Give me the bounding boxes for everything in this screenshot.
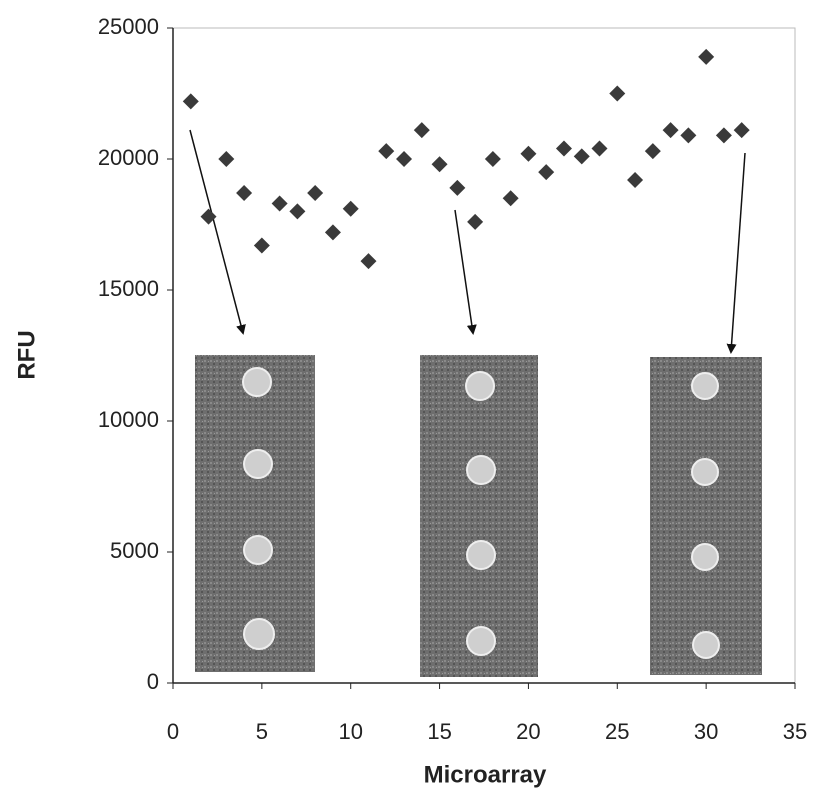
x-tick-label: 20 (516, 719, 540, 744)
point (644, 143, 661, 160)
point (680, 127, 697, 144)
y-tick-label: 15000 (98, 276, 159, 301)
x-tick-label: 15 (427, 719, 451, 744)
point (502, 190, 519, 207)
point (253, 237, 270, 254)
point (200, 208, 217, 225)
point (591, 140, 608, 157)
point (182, 93, 199, 110)
point (538, 164, 555, 181)
y-axis-title: RFU (13, 330, 40, 379)
y-tick-label: 20000 (98, 145, 159, 170)
x-tick-label: 35 (783, 719, 807, 744)
point (324, 224, 341, 241)
point (449, 179, 466, 196)
point (698, 48, 715, 65)
point (378, 143, 395, 160)
point (236, 185, 253, 202)
y-tick-label: 0 (147, 669, 159, 694)
point (218, 151, 235, 167)
point (307, 185, 324, 202)
arrows (189, 129, 746, 354)
x-tick-label: 25 (605, 719, 629, 744)
y-tick-label: 25000 (98, 14, 159, 39)
point (555, 140, 572, 157)
x-tick-label: 0 (167, 719, 179, 744)
point (289, 203, 306, 220)
y-tick-label: 10000 (98, 407, 159, 432)
point (627, 171, 644, 188)
point (467, 213, 484, 230)
point (431, 156, 448, 173)
x-tick-label: 30 (694, 719, 718, 744)
y-tick-label: 5000 (110, 538, 159, 563)
point (413, 122, 430, 139)
point (573, 148, 590, 165)
point (484, 151, 501, 167)
point (396, 151, 413, 167)
x-axis-title: Microarray (424, 761, 547, 788)
point (271, 195, 288, 212)
x-tick-label: 5 (256, 719, 268, 744)
point (715, 127, 732, 144)
point (609, 85, 626, 102)
point (733, 122, 750, 139)
x-tick-label: 10 (338, 719, 362, 744)
point (662, 122, 679, 139)
microarray-images (195, 355, 762, 677)
point (342, 200, 359, 217)
point (520, 145, 537, 162)
point (360, 253, 377, 270)
